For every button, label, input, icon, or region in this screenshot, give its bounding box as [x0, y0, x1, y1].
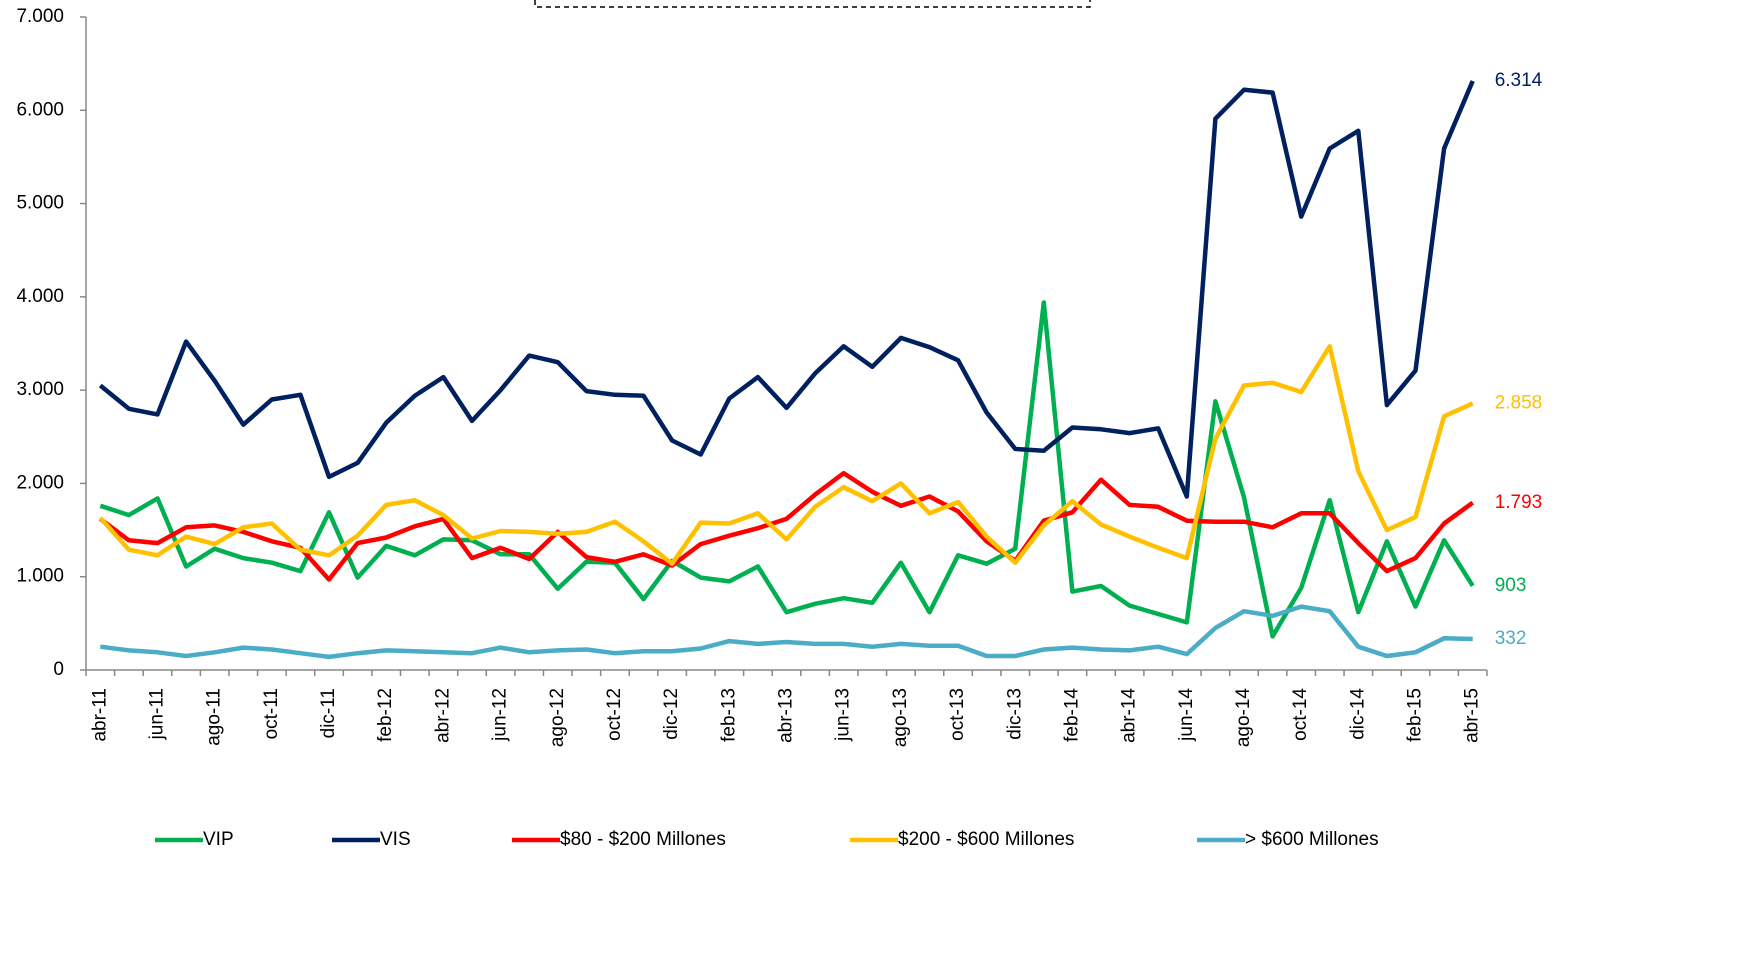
y-tick-label: 0: [53, 659, 64, 680]
value-label: 6.314: [1495, 70, 1543, 91]
value-label: 2.858: [1495, 392, 1543, 413]
x-tick-label: ago-12: [547, 688, 568, 747]
x-tick-label: abr-12: [432, 688, 453, 743]
x-tick-label: jun-11: [146, 688, 167, 740]
x-tick-label: ago-11: [204, 688, 225, 746]
x-tick-label: feb-13: [718, 688, 739, 742]
series-line: [100, 604, 1473, 660]
x-tick-label: dic-14: [1347, 688, 1368, 740]
x-tick-label: dic-11: [318, 688, 339, 738]
x-tick-label: oct-14: [1290, 688, 1311, 741]
legend-label: $80 - $200 Millones: [560, 829, 726, 850]
value-label: 332: [1495, 628, 1527, 649]
y-tick-label: 7.000: [16, 6, 64, 27]
x-tick-label: abr-13: [776, 688, 797, 743]
x-tick-label: jun-14: [1176, 688, 1197, 742]
legend-label: > $600 Millones: [1245, 829, 1379, 850]
series-line: [99, 300, 1475, 639]
y-tick-label: 1.000: [16, 566, 64, 587]
x-tick-label: jun-12: [490, 688, 511, 742]
y-tick-label: 4.000: [16, 286, 64, 307]
y-tick-label: 5.000: [16, 193, 64, 214]
x-tick-label: oct-13: [947, 688, 968, 741]
legend-label: VIP: [203, 829, 234, 850]
title-box: [534, 0, 1091, 8]
x-tick-label: oct-11: [261, 688, 282, 739]
x-tick-label: dic-13: [1004, 688, 1025, 740]
x-tick-label: abr-14: [1119, 688, 1140, 743]
x-tick-label: jun-13: [833, 688, 854, 742]
x-tick-label: feb-15: [1405, 688, 1426, 742]
x-tick-label: abr-11: [89, 688, 110, 742]
y-tick-label: 6.000: [16, 99, 64, 120]
x-tick-label: ago-14: [1233, 688, 1254, 748]
series-line: [98, 344, 1474, 566]
x-tick-label: abr-15: [1462, 688, 1483, 743]
x-tick-label: feb-14: [1061, 688, 1082, 742]
legend-label: $200 - $600 Millones: [898, 829, 1074, 850]
series-line: [98, 80, 1475, 499]
x-tick-label: feb-12: [375, 688, 396, 742]
y-tick-label: 3.000: [16, 379, 64, 400]
x-tick-label: dic-12: [661, 688, 682, 740]
legend-label: VIS: [380, 829, 411, 850]
x-tick-label: ago-13: [890, 688, 911, 747]
series-line: [98, 470, 1475, 582]
x-tick-label: oct-12: [604, 688, 625, 741]
value-label: 903: [1495, 575, 1527, 596]
y-tick-label: 2.000: [16, 472, 64, 493]
value-label: 1.793: [1495, 492, 1543, 513]
